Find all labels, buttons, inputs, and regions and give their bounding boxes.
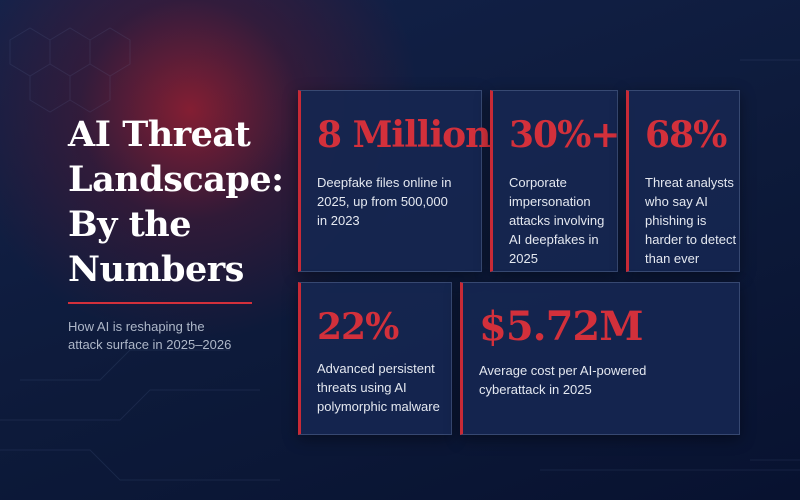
stat-value: 8 Million	[317, 114, 491, 156]
title: AI Threat Landscape: By the Numbers	[68, 112, 284, 292]
stat-card: 68% Threat analysts who say AI phishing …	[626, 90, 740, 272]
stat-value: 22%	[317, 306, 399, 348]
stat-value: $5.72M	[479, 303, 644, 350]
stat-description: Threat analysts who say AI phishing is h…	[645, 175, 737, 266]
stat-value: 30%+	[509, 114, 620, 156]
stat-description: Corporate impersonation attacks involvin…	[509, 175, 605, 266]
stat-description: Average cost per AI-powered cyberattack …	[479, 363, 647, 397]
title-line: Numbers	[68, 249, 244, 290]
stat-description: Advanced persistent threats using AI pol…	[317, 361, 440, 414]
stat-value: 68%	[645, 114, 727, 156]
title-line: Landscape:	[68, 159, 284, 200]
stat-card: 30%+ Corporate impersonation attacks inv…	[490, 90, 620, 272]
divider	[68, 302, 252, 304]
subtitle: How AI is reshaping the attack surface i…	[68, 319, 232, 352]
stat-description: Deepfake files online in 2025, up from 5…	[317, 175, 452, 228]
title-line: AI Threat	[68, 114, 251, 155]
stat-card: 22% Advanced persistent threats using AI…	[298, 282, 452, 435]
title-line: By the	[68, 204, 191, 245]
stat-card: $5.72M Average cost per AI-powered cyber…	[460, 282, 740, 435]
stat-card: 8 Million Deepfake files online in 2025,…	[298, 90, 491, 272]
